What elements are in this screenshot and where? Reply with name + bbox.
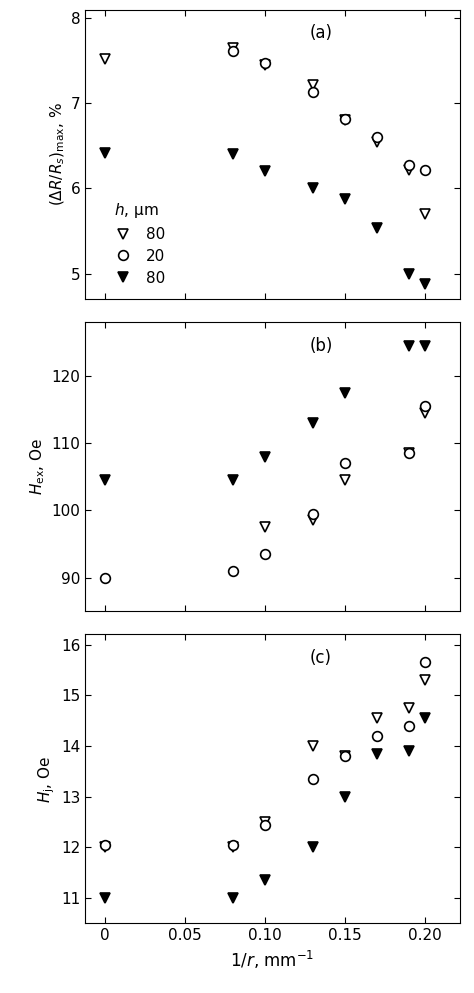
Y-axis label: $H_{\rm j}$, Oe: $H_{\rm j}$, Oe [36,756,57,802]
Y-axis label: ($\Delta R/R_s$)$_{\rm max}$, %: ($\Delta R/R_s$)$_{\rm max}$, % [48,102,66,207]
Legend: 80, 20, 80: 80, 20, 80 [108,201,165,286]
Y-axis label: $H_{\rm ex}$, Oe: $H_{\rm ex}$, Oe [29,438,47,496]
Text: (a): (a) [310,25,333,43]
X-axis label: 1/$r$, mm$^{-1}$: 1/$r$, mm$^{-1}$ [230,949,315,971]
Text: (c): (c) [310,648,332,667]
Text: (b): (b) [310,337,333,355]
